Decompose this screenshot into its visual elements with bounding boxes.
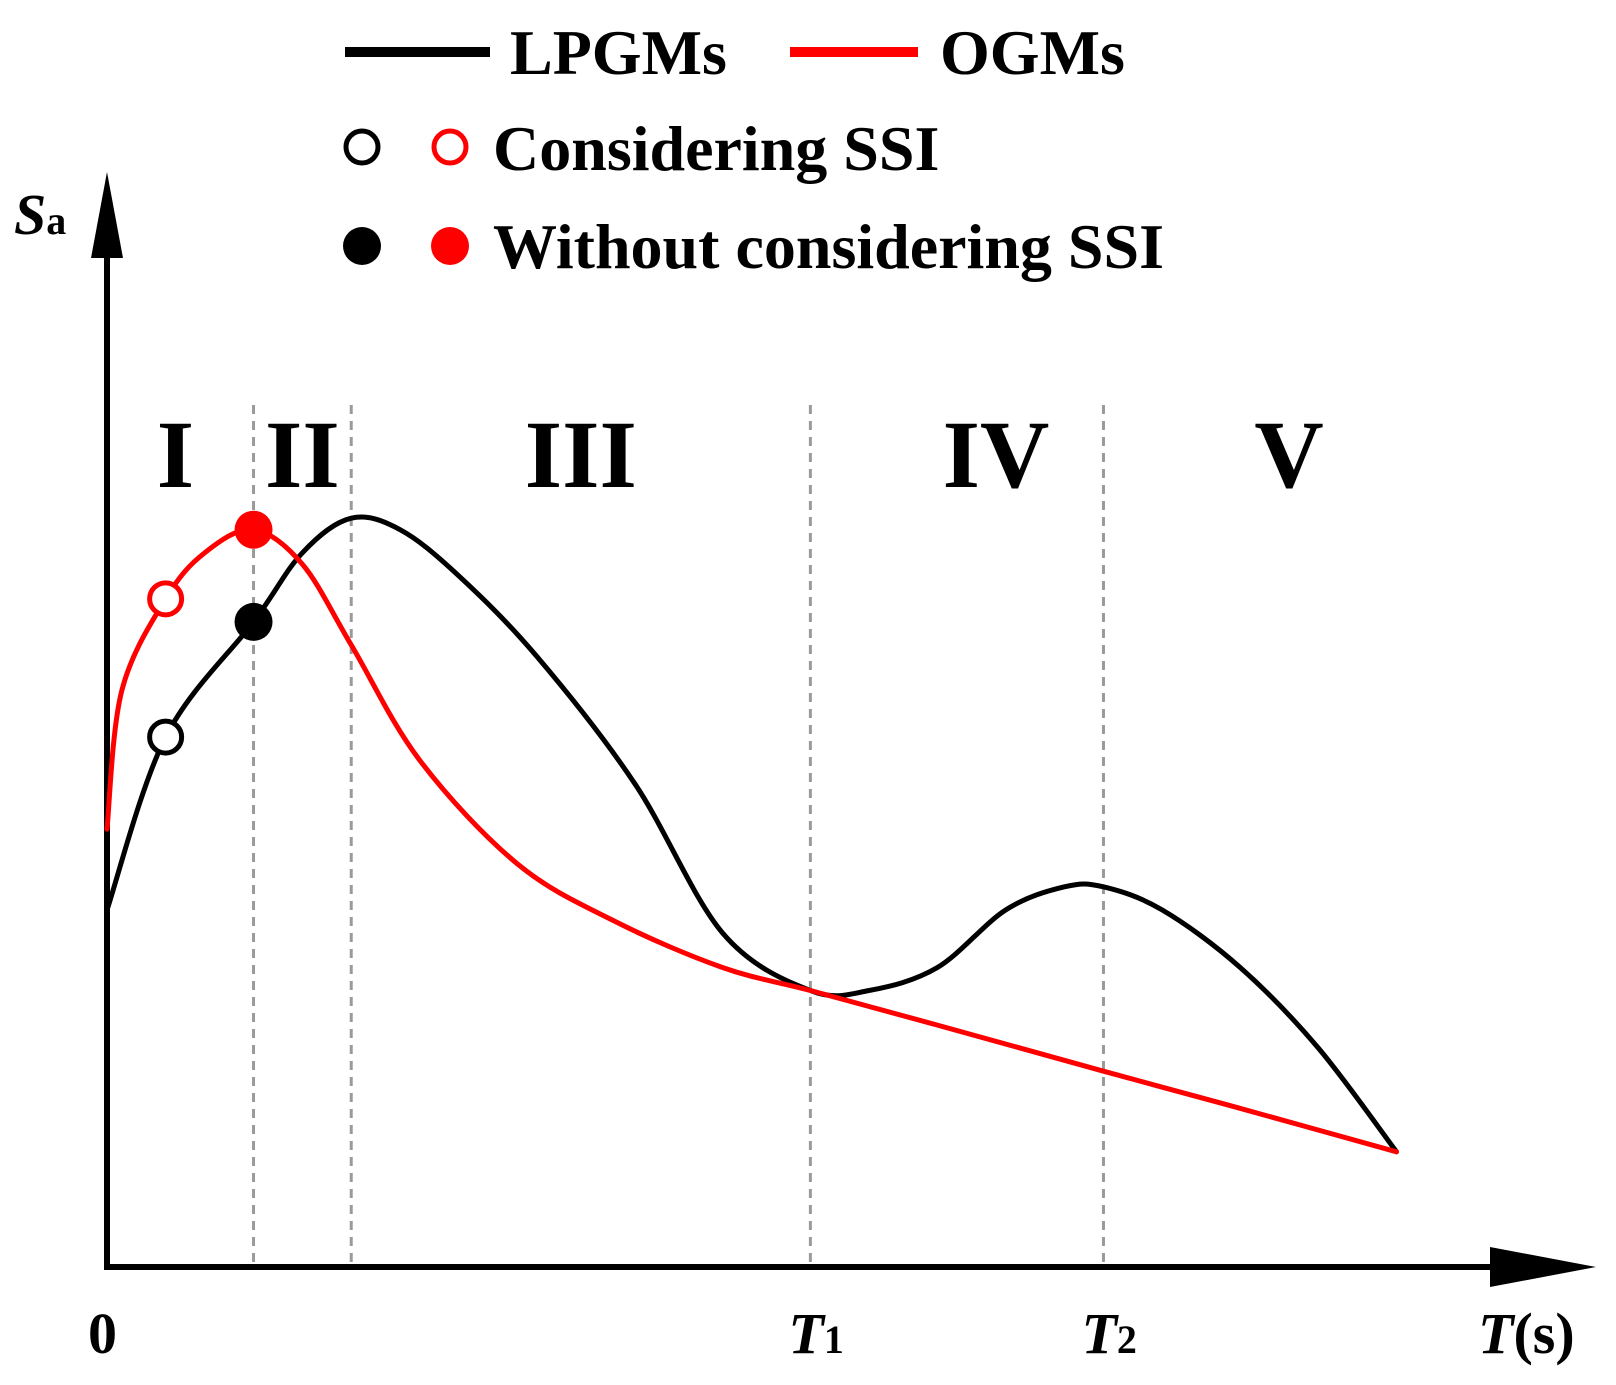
region-label-iv: IV	[943, 401, 1050, 508]
legend-lpgms-label: LPGMs	[510, 17, 727, 88]
axes: Sa 0 T(s) T1 T2	[14, 172, 1596, 1366]
x-origin-label: 0	[88, 1301, 117, 1366]
series-line-lpgms	[104, 514, 1399, 1155]
legend-open-marker-red	[431, 128, 469, 166]
legend-filled-marker-red	[431, 227, 469, 265]
y-axis-subscript: a	[46, 198, 66, 243]
legend-ogms-label: OGMs	[940, 17, 1125, 88]
x-tick-label-t2: T2	[1081, 1301, 1136, 1366]
legend-open-marker-black	[343, 128, 381, 166]
x-axis-unit: (s)	[1513, 1301, 1574, 1366]
legend: LPGMs OGMs Considering SSI Without consi…	[343, 17, 1164, 282]
x-axis-arrow	[1490, 1247, 1596, 1287]
legend-considering-ssi-label: Considering SSI	[493, 113, 939, 184]
legend-filled-marker-black	[343, 227, 381, 265]
x-axis-label: T(s)	[1478, 1301, 1575, 1366]
region-label-iii: III	[525, 401, 637, 508]
region-label-i: I	[157, 401, 194, 508]
region-label-v: V	[1254, 401, 1323, 508]
marker-ogms-open	[147, 580, 185, 618]
x-tick-label-t1: T1	[788, 1301, 843, 1366]
marker-ogms-filled	[234, 510, 273, 549]
region-label-ii: II	[265, 401, 340, 508]
y-axis-label: Sa	[14, 182, 66, 247]
marker-layer	[147, 510, 273, 756]
x-axis-symbol: T	[1478, 1301, 1516, 1366]
series-line-ogms	[104, 527, 1399, 1155]
region-labels: I II III IV V	[157, 401, 1324, 508]
legend-without-ssi-label: Without considering SSI	[493, 211, 1164, 282]
series-layer	[104, 514, 1399, 1155]
y-axis-arrow	[91, 172, 123, 258]
marker-lpgms-filled	[234, 602, 273, 641]
y-axis-symbol: S	[14, 182, 46, 247]
region-dividers	[252, 405, 1105, 1267]
marker-lpgms-open	[147, 718, 185, 756]
x-tick-labels: T1 T2	[788, 1301, 1137, 1366]
